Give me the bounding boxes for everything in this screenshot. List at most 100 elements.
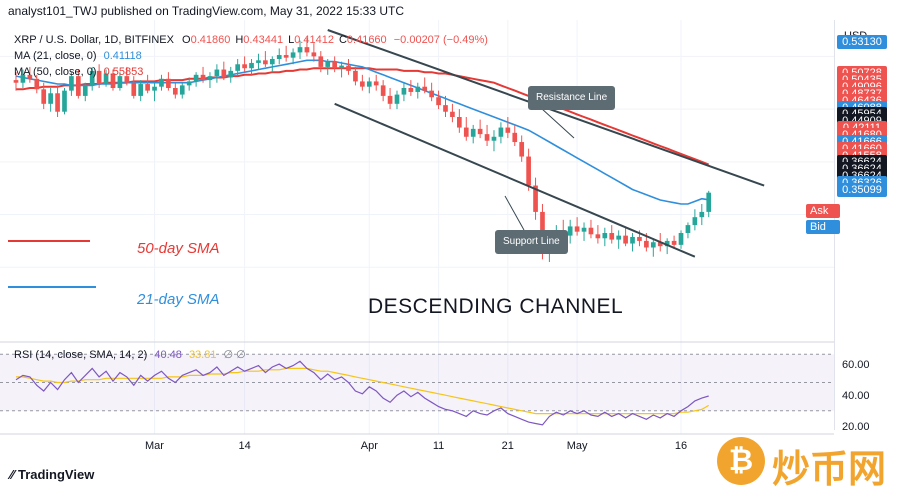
rsi-tick-40: 40.00 xyxy=(842,390,870,402)
rsi-tick-20: 20.00 xyxy=(842,421,870,433)
candle xyxy=(249,59,254,75)
candle xyxy=(450,103,455,123)
candle-body xyxy=(353,70,358,82)
candle-body xyxy=(706,192,712,212)
candle xyxy=(498,122,504,144)
candle xyxy=(533,177,538,220)
candle xyxy=(311,43,317,62)
candle-body xyxy=(512,132,518,143)
candle xyxy=(297,40,303,59)
candle xyxy=(290,48,296,65)
candle-body xyxy=(193,74,199,82)
candle-body xyxy=(96,70,102,85)
candle-body xyxy=(55,93,60,112)
candle xyxy=(699,204,705,226)
candle-body xyxy=(41,89,47,104)
time-tick-label: May xyxy=(566,440,588,452)
candle xyxy=(519,135,525,162)
candle-body xyxy=(117,76,123,88)
candle xyxy=(82,82,88,102)
candle-body xyxy=(533,185,538,212)
candle xyxy=(48,88,53,112)
ohlc-label: C xyxy=(338,34,347,46)
candle xyxy=(616,230,622,249)
candle-body xyxy=(491,136,497,141)
candle-body xyxy=(228,70,234,78)
ohlc-c: C0.41660 xyxy=(339,34,387,46)
candle xyxy=(34,74,40,94)
candle xyxy=(664,238,670,255)
candle xyxy=(630,233,635,252)
candle xyxy=(193,72,199,87)
sma50-annotation: 50-day SMA xyxy=(137,240,220,257)
ohlc-label: H xyxy=(235,34,244,46)
ask-label: Ask xyxy=(806,204,840,218)
rsi-value: 40.48 xyxy=(154,349,182,361)
candle xyxy=(678,230,684,249)
rsi-line xyxy=(15,360,709,426)
candle-body xyxy=(401,88,407,95)
ma21-label: MA (21, close, 0) xyxy=(14,50,97,62)
candle xyxy=(443,95,448,117)
candle-body xyxy=(630,236,635,244)
candle xyxy=(41,82,47,110)
moving-averages xyxy=(15,59,710,205)
rsi-tick-60: 60.00 xyxy=(842,359,870,371)
candle xyxy=(706,190,712,218)
candle xyxy=(186,77,192,91)
candle-body xyxy=(664,240,670,247)
price-label: 0.35099 xyxy=(837,182,887,197)
candle xyxy=(304,37,310,57)
candle-body xyxy=(380,85,386,96)
rsi-legend: RSI (14, close, SMA, 14, 2) 40.48 33.81 … xyxy=(14,348,246,361)
candle-body xyxy=(82,85,88,96)
candle-body xyxy=(138,84,144,96)
candle xyxy=(401,82,407,102)
candle-body xyxy=(457,117,462,128)
candle xyxy=(360,74,365,91)
candle xyxy=(332,56,337,73)
ma50-line xyxy=(16,67,710,166)
candle-body xyxy=(477,128,483,135)
price-chart[interactable] xyxy=(0,20,834,480)
candle xyxy=(422,77,428,94)
tradingview-logo: ⁄⁄ TradingView xyxy=(10,467,94,482)
candle xyxy=(581,222,587,241)
candle-body xyxy=(200,74,206,81)
ma21-value: 0.41118 xyxy=(103,50,142,62)
candle-body xyxy=(443,105,448,112)
candle xyxy=(269,56,275,73)
candle xyxy=(145,74,150,94)
candle-body xyxy=(360,81,365,87)
candle xyxy=(574,217,580,236)
candle-body xyxy=(581,227,587,232)
candle-body xyxy=(235,64,241,71)
candle xyxy=(242,56,247,73)
candle-body xyxy=(574,226,580,232)
candle xyxy=(256,53,261,70)
candle-body xyxy=(526,156,531,186)
candle-body xyxy=(415,86,421,92)
rsi-sma-line xyxy=(16,367,710,415)
candle xyxy=(470,124,476,144)
candle-body xyxy=(699,211,705,218)
candle xyxy=(366,77,372,94)
candle xyxy=(110,69,116,91)
candle xyxy=(609,225,615,244)
candle xyxy=(325,59,331,75)
candle xyxy=(436,90,441,110)
rsi-extra: ∅ ∅ xyxy=(223,349,246,361)
candle xyxy=(172,82,178,99)
candle-body xyxy=(602,233,608,239)
candle-body xyxy=(616,235,622,240)
candle-body xyxy=(221,69,227,78)
candle-body xyxy=(214,69,220,77)
candle xyxy=(221,61,227,81)
channel-annotation: DESCENDING CHANNEL xyxy=(368,295,624,318)
candle xyxy=(505,117,511,139)
candle xyxy=(138,80,144,102)
support-line xyxy=(334,102,696,258)
candle-body xyxy=(283,55,289,58)
ma21-legend: MA (21, close, 0) 0.41118 xyxy=(14,50,142,62)
candle xyxy=(685,222,691,239)
